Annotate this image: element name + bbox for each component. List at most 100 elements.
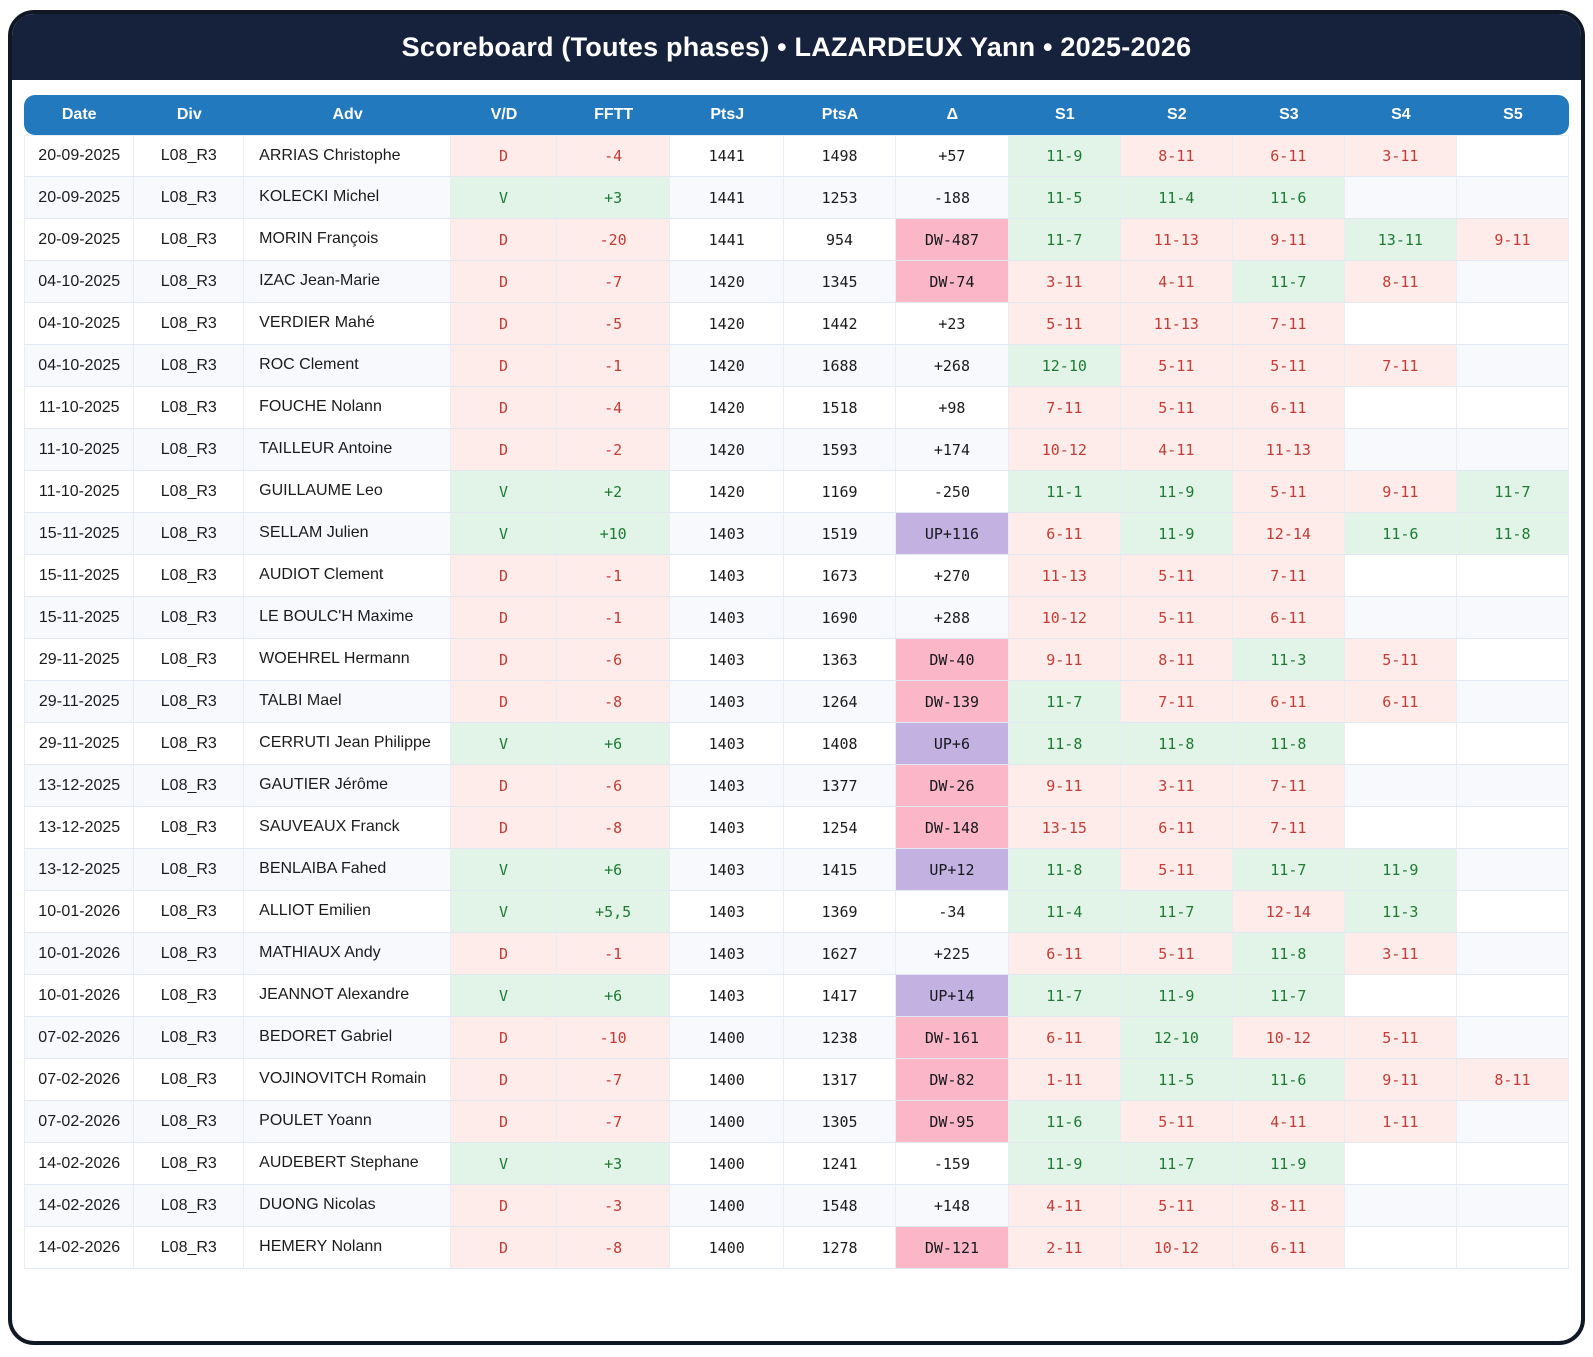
opponent-cell: SAUVEAUX Franck [244,807,452,849]
table-row: 29-11-2025 L08_R3 CERRUTI Jean Philippe V +6… [24,723,1569,765]
result-cell: D [451,597,557,639]
opponent-cell: LE BOULC'H Maxime [244,597,452,639]
table-row: 10-01-2026 L08_R3 MATHIAUX Andy D -1 1403 1627… [24,933,1569,975]
delta-cell: DW-121 [896,1227,1009,1269]
result-cell: D [451,765,557,807]
date-cell: 10-01-2026 [24,933,135,975]
date-cell: 14-02-2026 [24,1227,135,1269]
table-row: 11-10-2025 L08_R3 TAILLEUR Antoine D -2 1420 1… [24,429,1569,471]
set-score-cell: 9-11 [1232,219,1345,261]
set-score-cell: 4-11 [1120,261,1233,303]
date-cell: 29-11-2025 [24,723,135,765]
set-score-cell: 13-11 [1344,219,1457,261]
result-cell: D [451,219,557,261]
set-score-cell: 11-7 [1008,975,1121,1017]
delta-cell: DW-148 [896,807,1009,849]
delta-cell: UP+14 [896,975,1009,1017]
set-score-cell [1344,723,1457,765]
division-cell: L08_R3 [134,1143,245,1185]
opponent-rating-cell: 1264 [784,681,897,723]
fftt-points-cell: -8 [556,1227,671,1269]
division-cell: L08_R3 [134,387,245,429]
division-cell: L08_R3 [134,345,245,387]
division-cell: L08_R3 [134,807,245,849]
date-cell: 13-12-2025 [24,807,135,849]
set-score-cell: 3-11 [1008,261,1121,303]
player-rating-cell: 1403 [670,681,785,723]
date-cell: 15-11-2025 [24,555,135,597]
player-rating-cell: 1403 [670,849,785,891]
set-score-cell: 13-15 [1008,807,1121,849]
player-rating-cell: 1403 [670,639,785,681]
set-score-cell: 8-11 [1120,135,1233,177]
fftt-points-cell: +3 [556,177,671,219]
result-cell: V [451,891,557,933]
set-score-cell: 5-11 [1120,555,1233,597]
set-score-cell: 5-11 [1120,597,1233,639]
player-rating-cell: 1400 [670,1143,785,1185]
column-header-s3: S3 [1232,95,1345,135]
fftt-points-cell: -7 [556,261,671,303]
opponent-cell: WOEHREL Hermann [244,639,452,681]
result-cell: V [451,849,557,891]
player-rating-cell: 1403 [670,555,785,597]
opponent-rating-cell: 1278 [784,1227,897,1269]
set-score-cell: 5-11 [1344,639,1457,681]
delta-cell: +268 [896,345,1009,387]
division-cell: L08_R3 [134,1227,245,1269]
opponent-rating-cell: 1363 [784,639,897,681]
result-cell: V [451,975,557,1017]
set-score-cell [1456,261,1569,303]
result-cell: D [451,387,557,429]
set-score-cell: 5-11 [1120,1101,1233,1143]
fftt-points-cell: +10 [556,513,671,555]
set-score-cell: 3-11 [1344,933,1457,975]
set-score-cell: 6-11 [1120,807,1233,849]
fftt-points-cell: -4 [556,135,671,177]
set-score-cell: 12-10 [1120,1017,1233,1059]
delta-cell: +288 [896,597,1009,639]
opponent-cell: AUDEBERT Stephane [244,1143,452,1185]
set-score-cell [1344,387,1457,429]
opponent-rating-cell: 1417 [784,975,897,1017]
set-score-cell: 11-7 [1456,471,1569,513]
opponent-rating-cell: 1253 [784,177,897,219]
table-row: 29-11-2025 L08_R3 TALBI Mael D -8 1403 1264 DW-… [24,681,1569,723]
fftt-points-cell: -1 [556,345,671,387]
date-cell: 13-12-2025 [24,849,135,891]
table-row: 04-10-2025 L08_R3 ROC Clement D -1 1420 1688 +2… [24,345,1569,387]
set-score-cell: 4-11 [1120,429,1233,471]
delta-cell: -250 [896,471,1009,513]
opponent-rating-cell: 1673 [784,555,897,597]
set-score-cell: 11-13 [1120,303,1233,345]
column-header-s5: S5 [1456,95,1569,135]
result-cell: D [451,1059,557,1101]
opponent-rating-cell: 1408 [784,723,897,765]
set-score-cell [1456,135,1569,177]
set-score-cell: 10-12 [1120,1227,1233,1269]
result-cell: D [451,345,557,387]
set-score-cell: 8-11 [1232,1185,1345,1227]
date-cell: 11-10-2025 [24,429,135,471]
set-score-cell: 6-11 [1008,933,1121,975]
date-cell: 10-01-2026 [24,975,135,1017]
set-score-cell [1456,933,1569,975]
page-title: Scoreboard (Toutes phases) • LAZARDEUX Y… [401,31,1192,62]
set-score-cell [1456,1185,1569,1227]
set-score-cell: 6-11 [1232,681,1345,723]
set-score-cell [1456,807,1569,849]
set-score-cell: 11-7 [1120,1143,1233,1185]
table-row: 11-10-2025 L08_R3 FOUCHE Nolann D -4 1420 1518… [24,387,1569,429]
set-score-cell: 11-7 [1232,849,1345,891]
opponent-cell: IZAC Jean-Marie [244,261,452,303]
opponent-cell: VERDIER Mahé [244,303,452,345]
set-score-cell [1456,975,1569,1017]
set-score-cell: 9-11 [1456,219,1569,261]
opponent-cell: ROC Clement [244,345,452,387]
delta-cell: UP+12 [896,849,1009,891]
set-score-cell: 11-9 [1120,471,1233,513]
player-rating-cell: 1400 [670,1101,785,1143]
column-header-s2: S2 [1120,95,1233,135]
set-score-cell: 11-7 [1232,261,1345,303]
date-cell: 15-11-2025 [24,513,135,555]
